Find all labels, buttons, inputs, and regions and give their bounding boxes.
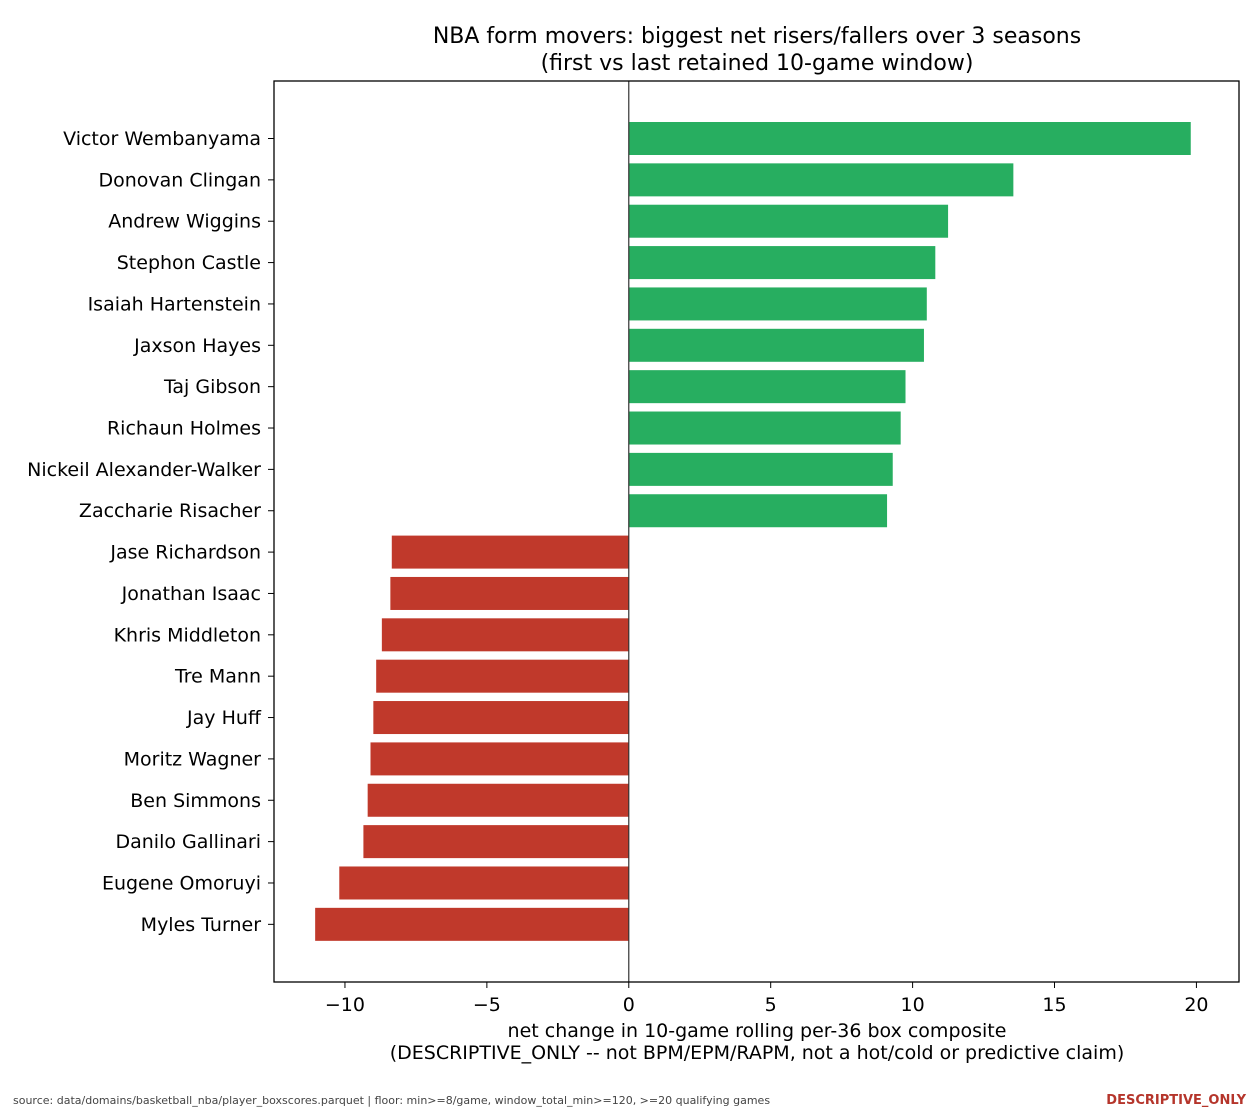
y-tick-label: Jonathan Isaac <box>121 583 261 605</box>
y-tick-label: Stephon Castle <box>117 252 261 274</box>
chart-title-line1: NBA form movers: biggest net risers/fall… <box>433 24 1081 49</box>
bar-jaxson-hayes <box>628 328 924 362</box>
bar-tre-mann <box>376 659 629 693</box>
bar-danilo-gallinari <box>363 825 629 859</box>
bar-khris-middleton <box>381 618 629 652</box>
x-tick-label: −10 <box>325 994 365 1016</box>
bar-andrew-wiggins <box>628 204 949 238</box>
y-tick-label: Tre Mann <box>174 666 261 688</box>
y-tick-label: Andrew Wiggins <box>108 211 261 233</box>
y-tick-label: Nickeil Alexander-Walker <box>27 459 261 481</box>
bar-jase-richardson <box>391 535 629 569</box>
y-tick-label: Moritz Wagner <box>124 748 262 770</box>
y-tick-label: Danilo Gallinari <box>115 831 261 853</box>
bar-stephon-castle <box>628 246 936 280</box>
x-axis-label-line2: (DESCRIPTIVE_ONLY -- not BPM/EPM/RAPM, n… <box>390 1042 1125 1064</box>
y-tick-label: Isaiah Hartenstein <box>88 293 261 315</box>
bar-ben-simmons <box>367 783 629 817</box>
x-tick-label: 0 <box>623 994 635 1016</box>
plot-frame <box>273 80 1240 983</box>
bar-victor-wembanyama <box>628 122 1191 155</box>
bar-zaccharie-risacher <box>628 494 888 528</box>
y-tick-label: Donovan Clingan <box>98 169 261 191</box>
chart-title-line2: (first vs last retained 10-game window) <box>541 51 974 76</box>
descriptive-only-tag: DESCRIPTIVE_ONLY <box>1106 1093 1246 1108</box>
y-tick-label: Jaxson Hayes <box>133 335 261 357</box>
bar-chart: NBA form movers: biggest net risers/fall… <box>27 24 1240 1064</box>
y-tick-label: Khris Middleton <box>114 624 261 646</box>
bar-donovan-clingan <box>628 163 1014 197</box>
y-tick-label: Taj Gibson <box>163 376 261 398</box>
y-tick-label: Eugene Omoruyi <box>102 872 261 894</box>
y-tick-label: Jay Huff <box>186 707 262 729</box>
plot-area: Victor Wembanyama Donovan Clingan Andrew W… <box>27 80 1240 1016</box>
y-tick-label: Victor Wembanyama <box>63 128 261 150</box>
bar-moritz-wagner <box>370 742 629 776</box>
source-note: source: data/domains/basketball_nba/play… <box>13 1094 771 1107</box>
bar-eugene-omoruyi <box>339 866 629 900</box>
bar-myles-turner <box>315 907 629 941</box>
bar-taj-gibson <box>628 370 906 404</box>
y-tick-label: Ben Simmons <box>130 790 261 812</box>
y-tick-label: Zaccharie Risacher <box>79 500 261 522</box>
x-tick-label: 15 <box>1042 994 1066 1016</box>
x-tick-label: −5 <box>473 994 501 1016</box>
y-tick-label: Richaun Holmes <box>107 418 261 440</box>
bar-richaun-holmes <box>628 411 901 445</box>
x-tick-label: 20 <box>1184 994 1208 1016</box>
x-axis-label-line1: net change in 10-game rolling per-36 box… <box>508 1020 1007 1042</box>
bar-jonathan-isaac <box>390 576 629 610</box>
bar-jay-huff <box>373 701 629 735</box>
y-tick-label: Myles Turner <box>141 914 262 936</box>
x-tick-label: 10 <box>901 994 925 1016</box>
bar-nickeil-alexander-walker <box>628 452 893 486</box>
bar-isaiah-hartenstein <box>628 287 927 321</box>
y-tick-label: Jase Richardson <box>109 542 261 564</box>
x-tick-label: 5 <box>765 994 777 1016</box>
